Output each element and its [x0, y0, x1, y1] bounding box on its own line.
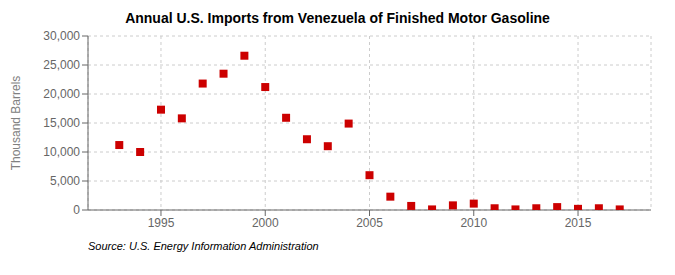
html-text:Annual U.S. Imports from Venez: Annual U.S. Imports from Venezuela of Fi… — [125, 10, 550, 26]
svg-text:15,000: 15,000 — [43, 116, 80, 130]
svg-text:30,000: 30,000 — [43, 29, 80, 43]
svg-text:20,000: 20,000 — [43, 87, 80, 101]
svg-text:5,000: 5,000 — [50, 174, 80, 188]
svg-text:2005: 2005 — [356, 216, 383, 230]
svg-text:1995: 1995 — [148, 216, 175, 230]
svg-text:2000: 2000 — [252, 216, 279, 230]
html-text:Source: U.S. Energy Informatio: Source: U.S. Energy Information Administ… — [88, 240, 319, 252]
svg-text:0: 0 — [73, 203, 80, 217]
svg-text:2010: 2010 — [460, 216, 487, 230]
svg-text:Thousand Barrels: Thousand Barrels — [9, 76, 23, 171]
svg-text:2015: 2015 — [565, 216, 592, 230]
svg-text:10,000: 10,000 — [43, 145, 80, 159]
svg-text:25,000: 25,000 — [43, 58, 80, 72]
